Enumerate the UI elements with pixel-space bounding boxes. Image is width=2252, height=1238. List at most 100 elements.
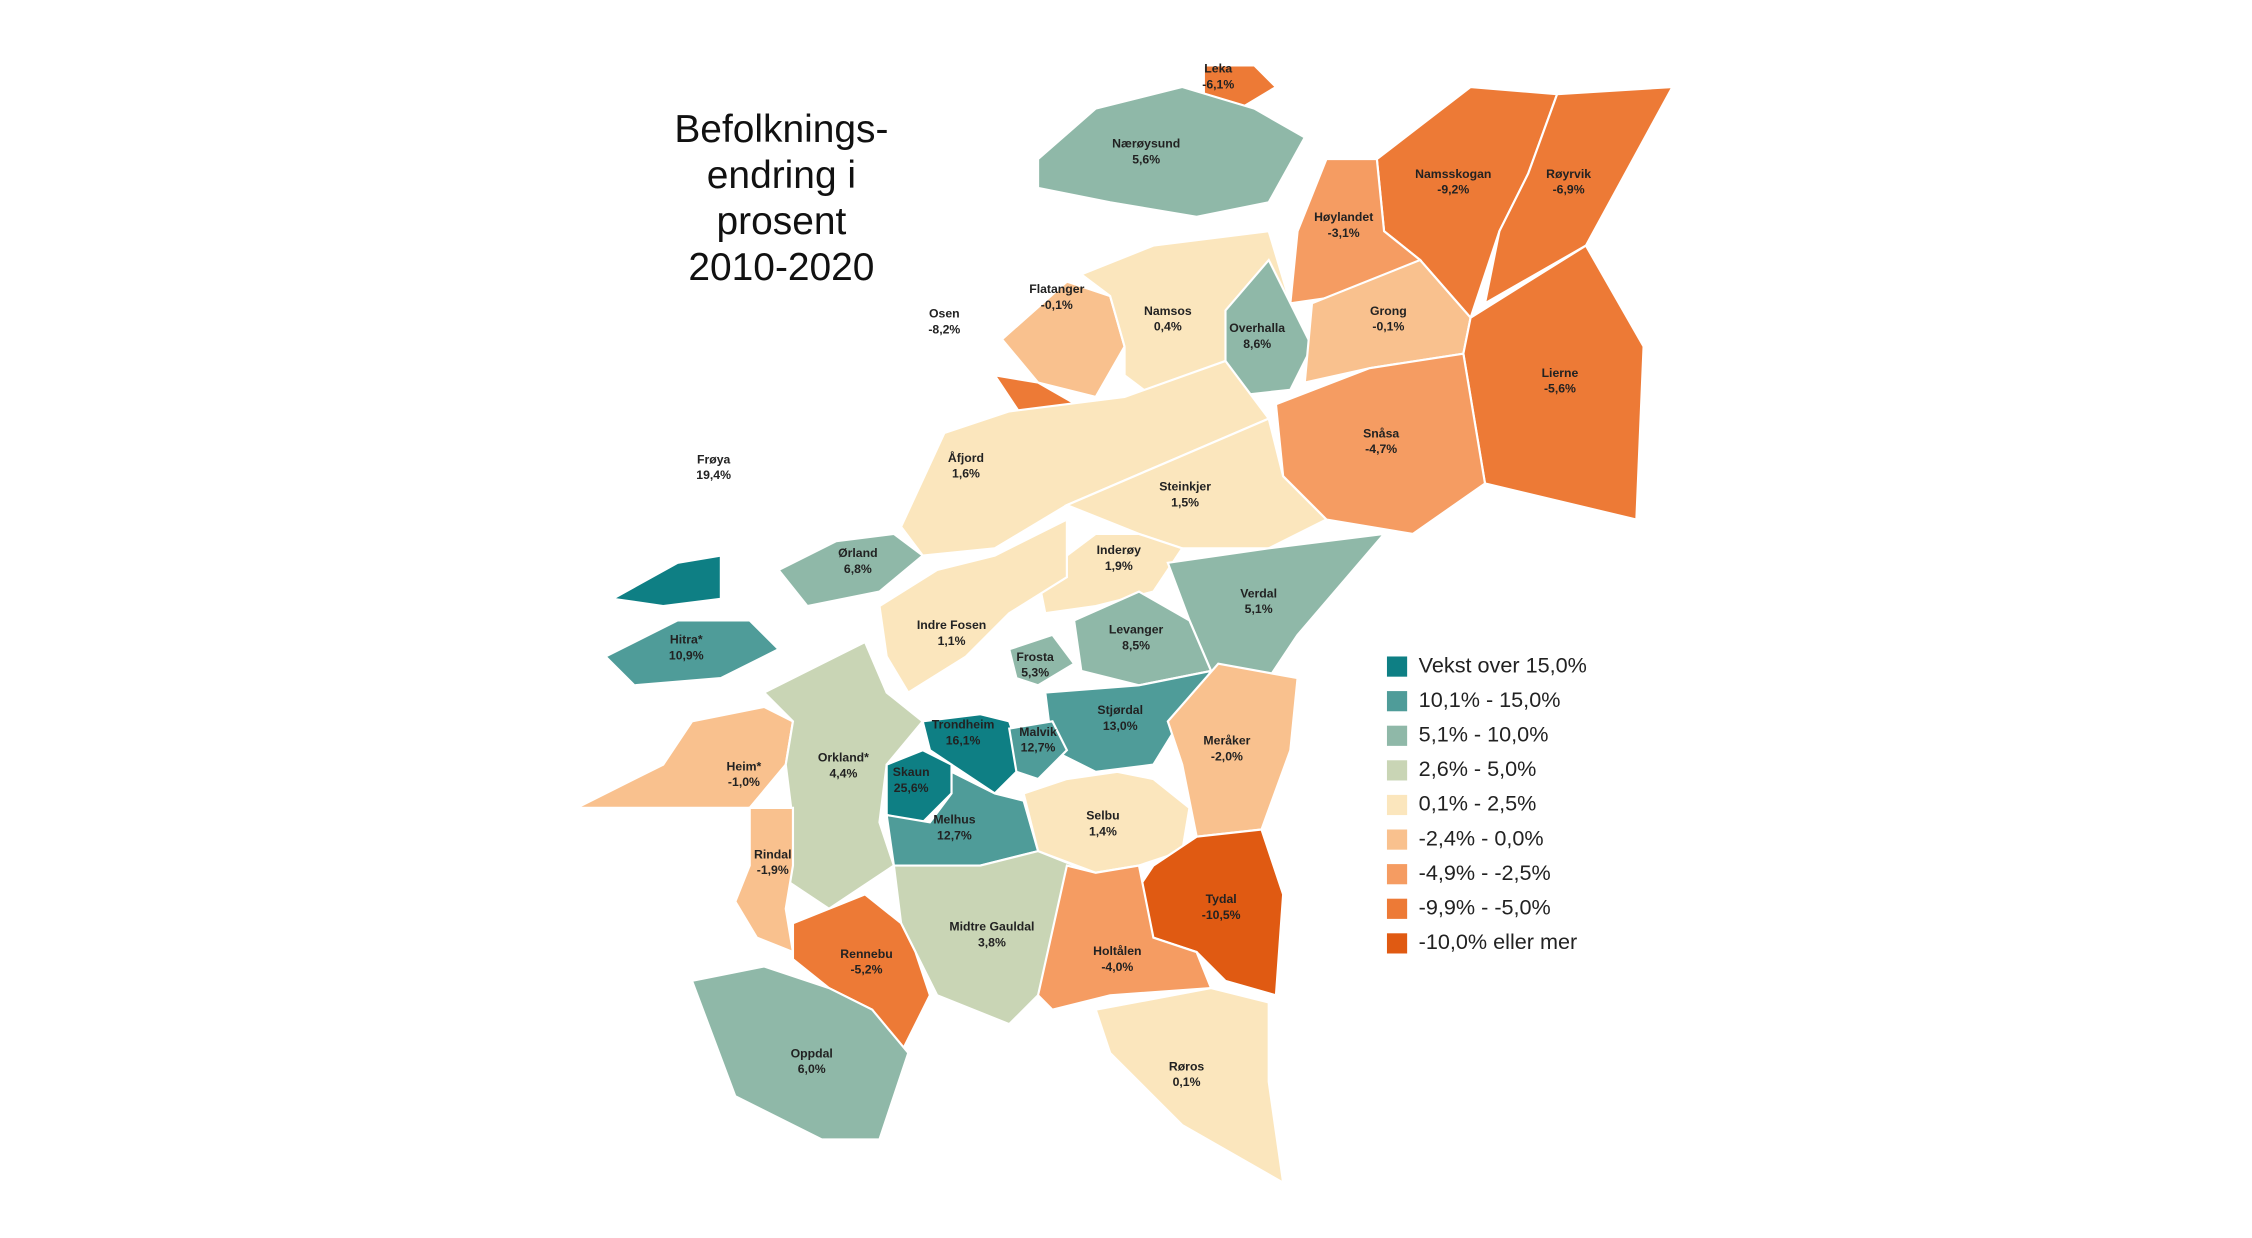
region-name: Orkland* [818,751,869,765]
region-name: Holtålen [1093,944,1141,958]
region-value: 8,5% [1122,638,1150,652]
region-value: 6,8% [844,562,872,576]
region-name: Røros [1169,1059,1205,1073]
region-value: 0,1% [1173,1075,1201,1089]
region-value: -8,2% [928,323,960,337]
region-value: -3,1% [1328,226,1360,240]
region [1036,864,1213,1011]
region-name: Rennebu [840,947,892,961]
legend-swatch [1386,898,1408,919]
region-value: -9,2% [1437,183,1469,197]
region [1036,85,1307,218]
region-value: -5,2% [850,963,882,977]
region-value: -4,7% [1365,442,1397,456]
region-name: Høylandet [1314,210,1373,224]
region-value: -4,0% [1101,960,1133,974]
region-name: Namsos [1144,304,1192,318]
region-name: Trondheim [932,718,995,732]
region-name: Rindal [754,847,791,861]
region-name: Levanger [1109,622,1164,636]
region-value: 1,6% [952,467,980,481]
legend-swatch [1386,829,1408,850]
region-value: -1,0% [728,775,760,789]
region-value: 5,3% [1021,666,1049,680]
region-name: Namsskogan [1415,167,1491,181]
region-value: 5,1% [1245,602,1273,616]
region-value: -6,1% [1202,77,1234,91]
title-line: endring i [707,154,856,197]
region [690,965,910,1141]
region-name: Midtre Gauldal [949,919,1034,933]
region-value: 1,1% [938,634,966,648]
region [1483,85,1675,306]
region-name: Frøya [697,452,731,466]
title-line: prosent [717,200,847,243]
region-name: Meråker [1203,733,1250,747]
title-line: Befolknings- [674,108,888,151]
region-value: 13,0% [1103,719,1138,733]
region-name: Oppdal [791,1046,833,1060]
region [1007,720,1069,781]
region-value: -0,1% [1372,320,1404,334]
region-value: 8,6% [1243,337,1271,351]
region-value: 1,5% [1171,496,1199,510]
region-name: Hitra* [670,633,703,647]
region-value: 12,7% [1021,741,1056,755]
region-value: 16,1% [946,733,981,747]
legend-label: -4,9% - -2,5% [1419,860,1551,885]
region-name: Røyrvik [1546,167,1591,181]
legend-label: 0,1% - 2,5% [1419,791,1537,816]
region [762,640,925,911]
region-value: -0,1% [1041,298,1073,312]
region-value: -2,0% [1211,749,1243,763]
legend-label: 5,1% - 10,0% [1419,721,1549,746]
region-name: Steinkjer [1159,480,1211,494]
legend-swatch [1386,691,1408,712]
region-name: Selbu [1086,808,1119,822]
legend-label: 2,6% - 5,0% [1419,756,1537,781]
legend: Vekst over 15,0% 10,1% - 15,0% 5,1% - 10,0… [1386,652,1587,954]
region [609,554,722,608]
region-name: Overhalla [1229,321,1285,335]
region [791,893,932,1056]
region-value: 0,4% [1154,320,1182,334]
region-name: Åfjord [948,450,984,465]
region [776,532,925,608]
region-name: Malvik [1019,725,1057,739]
region-name: Osen [929,307,960,321]
region-value: -6,9% [1553,183,1585,197]
region-value: 1,4% [1089,824,1117,838]
legend-label: -9,9% - -5,0% [1419,895,1551,920]
region-name: Ørland [838,546,877,560]
region [1094,986,1285,1185]
region-name: Snåsa [1363,426,1399,440]
region-value: 6,0% [798,1062,826,1076]
legend-swatch [1386,760,1408,781]
region [921,713,1025,795]
region-name: Lierne [1542,366,1579,380]
region-value: 12,7% [937,829,972,843]
region-value: 10,9% [669,648,704,662]
region-name: Frosta [1016,650,1054,664]
region-name: Grong [1370,304,1407,318]
legend-label: -2,4% - 0,0% [1419,825,1544,850]
region [603,619,781,687]
region-name: Inderøy [1097,543,1141,557]
region-value: 25,6% [894,781,929,795]
legend-label: Vekst over 15,0% [1419,652,1587,677]
region [878,517,1068,695]
region-value: -5,6% [1544,382,1576,396]
region-name: Tydal [1206,892,1237,906]
region [1007,633,1076,687]
region-name: Stjørdal [1097,703,1143,717]
title-line: 2010-2020 [688,246,874,289]
legend-swatch [1386,864,1408,885]
region-value: 1,9% [1105,559,1133,573]
legend-swatch [1386,656,1408,677]
region-value: 5,6% [1132,152,1160,166]
legend-swatch [1386,794,1408,816]
region-name: Heim* [727,759,762,773]
